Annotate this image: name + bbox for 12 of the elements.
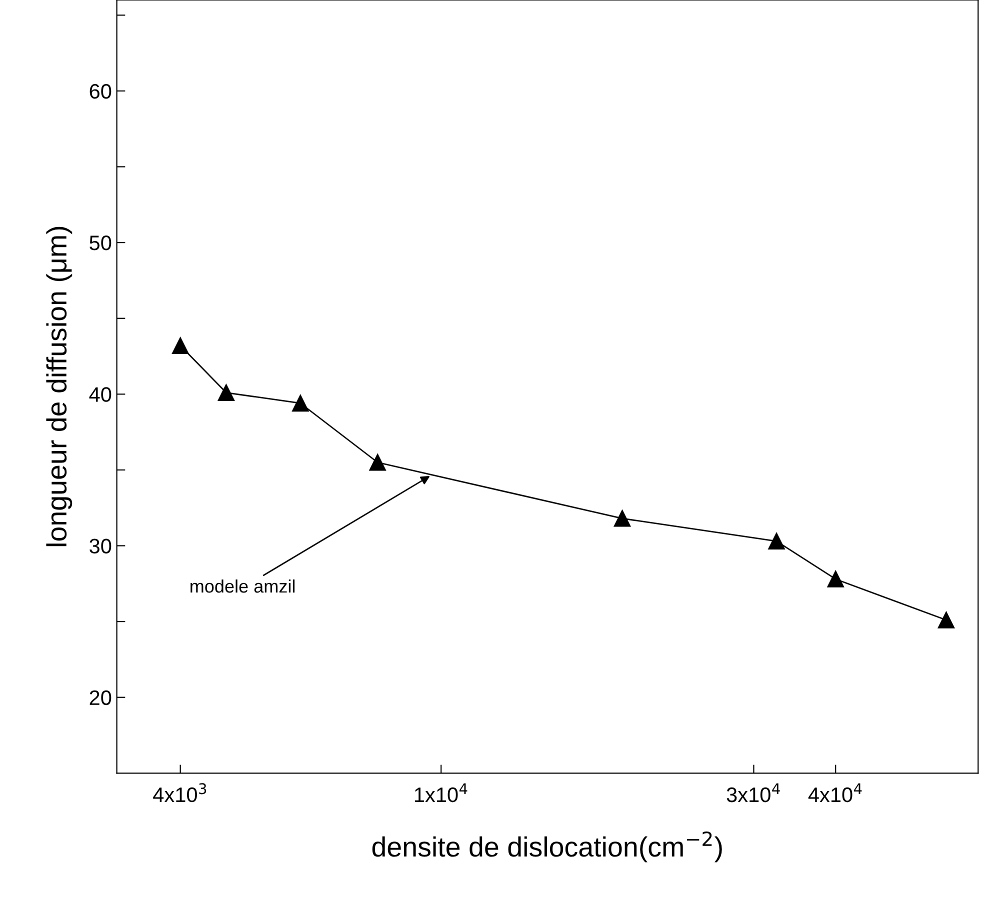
x-tick-label: 1x10$^{4}$ <box>414 783 468 802</box>
y-tick-label: 30 <box>90 538 112 554</box>
x-tick-label: 3x10$^{4}$ <box>726 783 780 802</box>
y-axis-title: longueur de diffusion (μm) <box>46 226 72 546</box>
y-tick-label: 20 <box>90 690 112 706</box>
x-tick-label: 4x10$^{3}$ <box>153 783 206 802</box>
x-tick-label: 4x10$^{4}$ <box>808 783 862 802</box>
y-tick-label: 60 <box>90 84 112 99</box>
y-tick-label: 50 <box>90 236 112 250</box>
annotation: modele amzil <box>190 579 295 593</box>
x-axis-title: densite de dislocation(cm$^{−2}$) <box>372 831 722 862</box>
y-tick-label: 40 <box>89 387 112 402</box>
